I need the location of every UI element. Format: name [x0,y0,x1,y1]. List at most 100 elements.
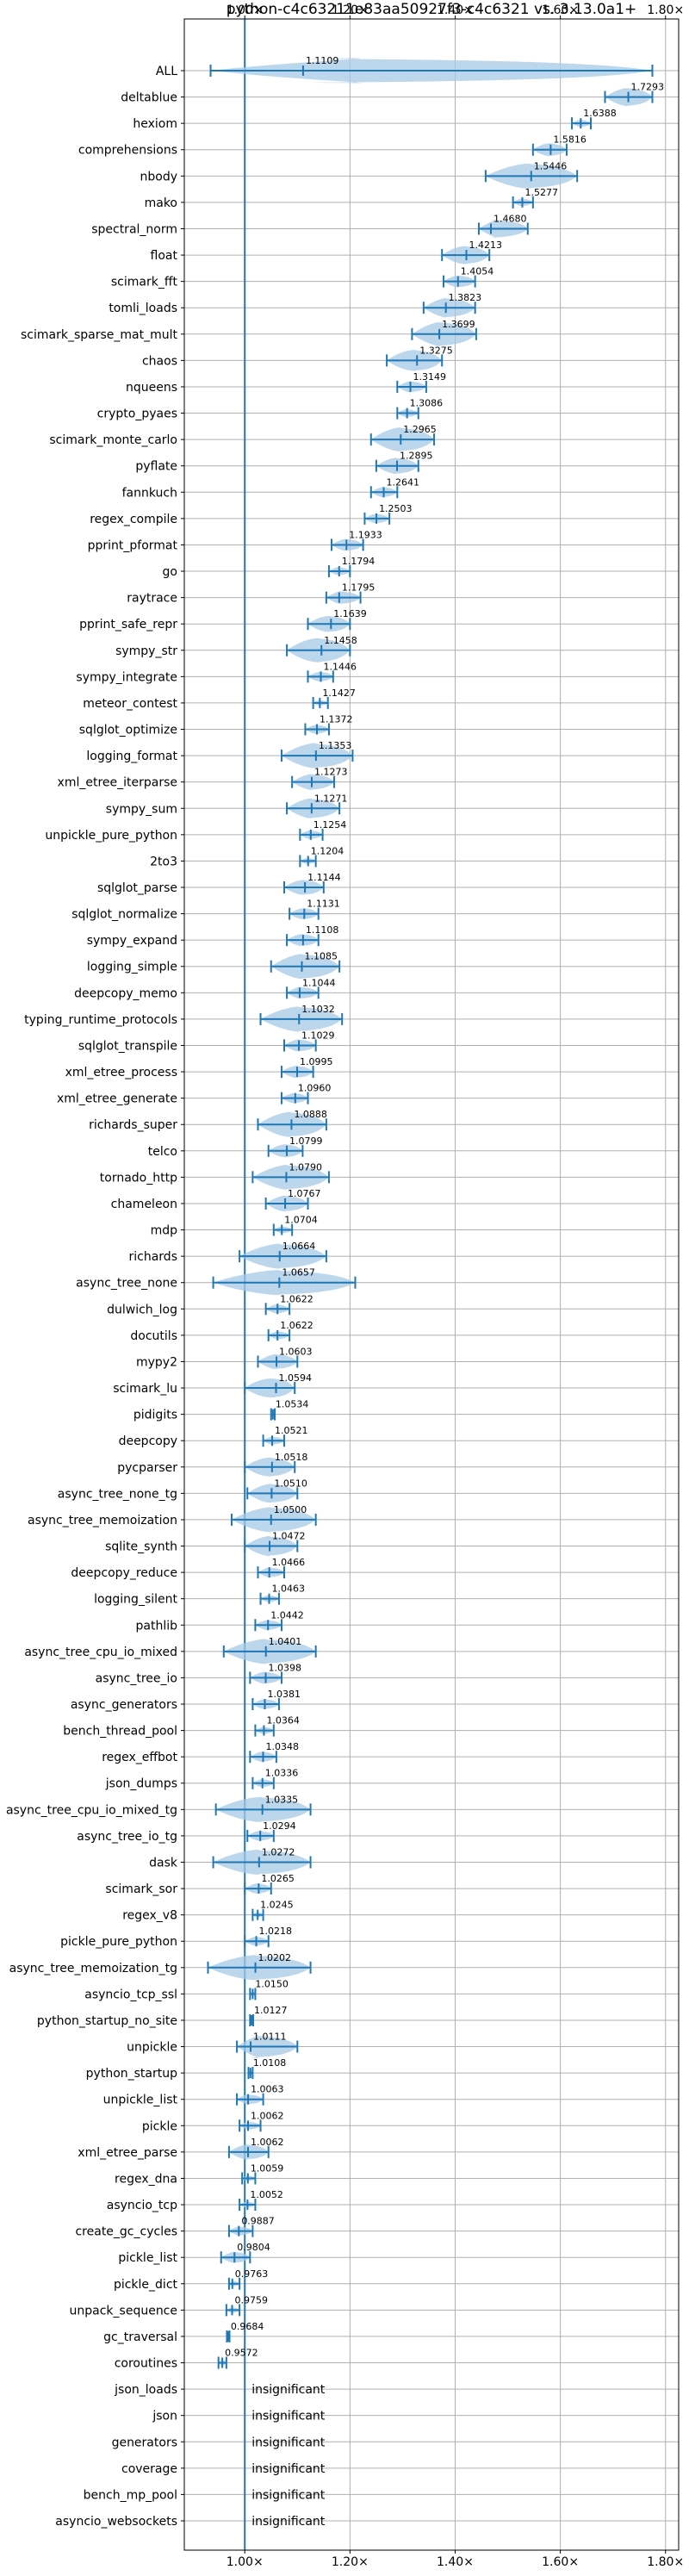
value-label: 1.4213 [469,240,502,251]
value-label: 1.1108 [306,924,339,936]
benchmark-label: unpickle_list [103,2094,178,2107]
value-label: 1.0218 [259,1926,293,1937]
benchmark-label: pickle_list [118,2251,177,2265]
benchmark-label: create_gc_cycles [75,2225,177,2239]
x-tick-label-bottom: 1.80× [647,2555,684,2569]
x-tick-label-bottom: 1.60× [542,2555,579,2569]
value-label: 1.1795 [342,582,376,594]
value-label: 1.0960 [298,1083,332,1094]
benchmark-label: sympy_expand [87,934,177,948]
benchmark-label: async_tree_cpu_io_mixed_tg [6,1803,177,1817]
value-label: 1.1353 [319,740,352,751]
value-label: 1.1271 [314,793,348,804]
benchmark-label: logging_simple [87,961,177,974]
value-label: 1.3086 [410,398,444,409]
benchmark-label: deepcopy [119,1434,177,1448]
benchmark-label: asyncio_websockets [55,2515,177,2529]
value-label: 0.9759 [235,2294,269,2305]
value-label: 1.0336 [265,1768,299,1779]
benchmark-label: async_tree_none_tg [58,1487,177,1501]
x-tick-label-top: 1.40× [437,3,474,17]
benchmark-label: asyncio_tcp [107,2199,177,2212]
value-label: 1.0704 [284,1215,318,1226]
value-label: 1.1446 [324,661,357,672]
benchmark-label: python_startup_no_site [37,2014,177,2028]
benchmark-label: richards_super [89,1118,177,1132]
benchmark-label: asyncio_tcp_ssl [84,1988,177,2001]
x-tick-label-top: 1.80× [647,3,684,17]
benchmark-label: coroutines [115,2357,177,2371]
benchmark-label: nbody [140,170,178,184]
value-label: 1.0790 [289,1161,322,1173]
value-label: 1.1131 [307,899,340,910]
benchmark-label: chaos [142,354,177,368]
value-label: 1.0150 [255,1978,289,1989]
benchmark-label: hexiom [133,117,177,131]
x-tick-label-bottom: 1.40× [437,2555,474,2569]
value-label: 1.0294 [263,1820,296,1832]
benchmark-label: xml_etree_parse [78,2146,177,2160]
benchmark-label: sqlglot_normalize [71,908,177,922]
benchmark-label: pickle_pure_python [60,1935,177,1949]
benchmark-label: unpack_sequence [70,2304,177,2318]
benchmark-label: sqlglot_parse [97,881,177,895]
benchmark-label: unpickle_pure_python [45,829,177,843]
value-label: 1.0265 [261,1873,295,1884]
value-label: 1.0500 [274,1504,307,1515]
benchmark-label: sqlglot_optimize [79,724,177,737]
benchmark-label: json [152,2410,177,2424]
value-label: 1.4054 [461,266,494,277]
benchmark-label: meteor_contest [83,697,177,711]
value-label: 1.0108 [253,2057,287,2069]
benchmark-label: telco [148,1145,177,1159]
value-label: 1.0111 [253,2032,287,2043]
value-label: 1.0466 [272,1557,306,1568]
benchmark-label: chameleon [111,1198,177,1211]
benchmark-label: docutils [130,1329,177,1343]
benchmark-label: pycparser [117,1461,177,1475]
plot-frame [183,18,680,2551]
benchmark-label: comprehensions [78,144,177,158]
value-label: 1.1427 [322,688,356,699]
benchmark-label: sqlglot_transpile [78,1039,177,1053]
value-label: 1.1044 [302,977,336,988]
value-label: 1.1085 [304,951,338,962]
value-label: 1.1254 [313,819,347,831]
value-label: 1.1372 [320,714,353,725]
value-label: 1.1144 [307,872,341,883]
benchmark-label: mako [145,196,177,210]
value-label: 1.0364 [266,1715,300,1727]
value-label: 1.0510 [274,1478,307,1489]
violin-marks: 1.1109 1.7293 1.6388 1.5816 1.5446 1.5277 1.46… [207,19,664,2550]
benchmark-label: async_tree_cpu_io_mixed [24,1646,177,1659]
benchmark-label: deltablue [121,91,177,105]
benchmark-label: bench_thread_pool [63,1725,177,1739]
value-label: 1.0888 [294,1109,327,1120]
benchmark-label: regex_dna [115,2172,177,2186]
value-label: 1.1109 [306,55,339,66]
value-label: 0.9804 [237,2242,270,2253]
benchmark-label: ALL [156,65,177,78]
value-label: 1.3699 [442,319,475,330]
benchmark-label: xml_etree_generate [57,1092,177,1106]
value-label: 1.4680 [493,213,527,224]
benchmark-label: typing_runtime_protocols [24,1013,177,1027]
benchmark-label: regex_compile [90,513,177,526]
value-label: 1.5446 [534,160,568,171]
value-label: 1.0657 [282,1267,315,1279]
benchmark-label: regex_effbot [102,1751,177,1764]
x-tick-label-top: 1.20× [332,3,369,17]
value-label: 1.0062 [251,2137,284,2148]
value-label: 1.0272 [262,1846,295,1857]
value-label: 1.0995 [300,1056,333,1067]
benchmark-label: scimark_monte_carlo [49,433,177,447]
benchmark-label: mypy2 [136,1355,177,1369]
value-label: 1.2641 [386,476,419,488]
benchmark-label: pprint_pformat [88,538,178,552]
value-label: 1.0518 [275,1452,308,1463]
benchmark-label: 2to3 [150,855,177,868]
value-label: 1.1204 [311,845,344,856]
benchmark-label: tornado_http [100,1171,177,1185]
